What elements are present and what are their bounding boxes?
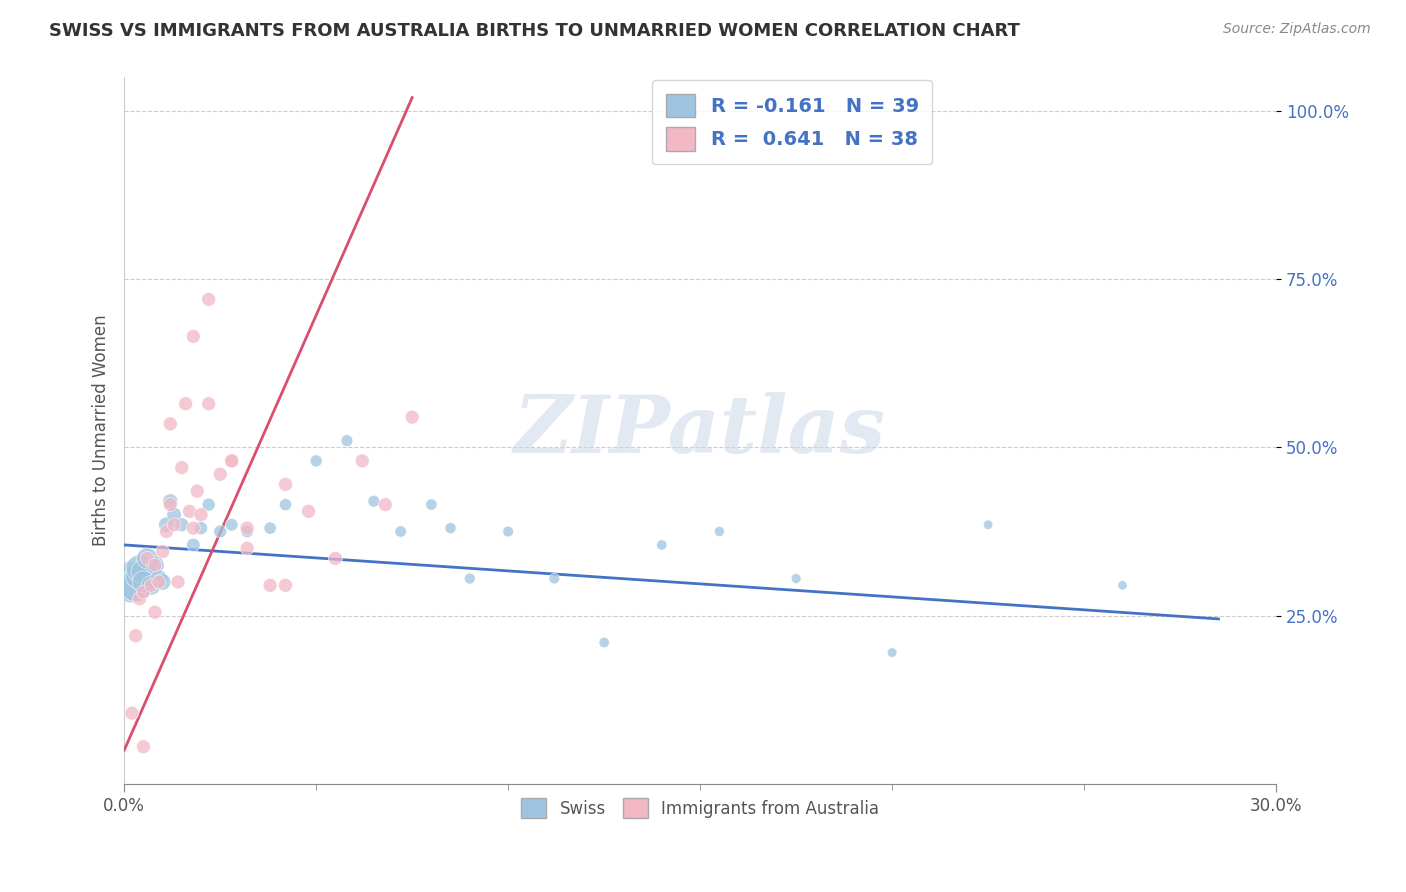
Point	[274, 578, 297, 592]
Point	[186, 484, 208, 499]
Point	[128, 568, 150, 582]
Point	[183, 521, 205, 535]
Text: Source: ZipAtlas.com: Source: ZipAtlas.com	[1223, 22, 1371, 37]
Point	[274, 498, 297, 512]
Point	[163, 508, 186, 522]
Point	[336, 434, 359, 448]
Point	[132, 574, 155, 589]
Point	[139, 578, 162, 592]
Point	[785, 572, 807, 586]
Point	[148, 572, 170, 586]
Point	[136, 551, 159, 566]
Point	[121, 706, 143, 720]
Point	[305, 454, 328, 468]
Point	[1111, 578, 1133, 592]
Point	[221, 517, 243, 532]
Text: SWISS VS IMMIGRANTS FROM AUSTRALIA BIRTHS TO UNMARRIED WOMEN CORRELATION CHART: SWISS VS IMMIGRANTS FROM AUSTRALIA BIRTH…	[49, 22, 1021, 40]
Point	[236, 524, 259, 539]
Point	[274, 477, 297, 491]
Point	[543, 572, 565, 586]
Point	[183, 329, 205, 343]
Point	[128, 561, 150, 575]
Point	[159, 494, 181, 508]
Point	[190, 521, 212, 535]
Point	[190, 508, 212, 522]
Point	[143, 605, 166, 619]
Point	[132, 739, 155, 754]
Point	[420, 498, 443, 512]
Point	[325, 551, 347, 566]
Point	[209, 467, 232, 482]
Point	[183, 538, 205, 552]
Point	[236, 521, 259, 535]
Point	[170, 517, 193, 532]
Point	[121, 574, 143, 589]
Point	[221, 454, 243, 468]
Point	[174, 397, 197, 411]
Point	[197, 397, 219, 411]
Y-axis label: Births to Unmarried Women: Births to Unmarried Women	[93, 315, 110, 547]
Point	[152, 574, 174, 589]
Point	[259, 578, 281, 592]
Point	[236, 541, 259, 556]
Point	[170, 460, 193, 475]
Point	[882, 646, 904, 660]
Point	[977, 517, 1000, 532]
Point	[132, 565, 155, 579]
Point	[155, 517, 177, 532]
Point	[297, 504, 319, 518]
Point	[163, 517, 186, 532]
Point	[352, 454, 374, 468]
Point	[152, 544, 174, 558]
Point	[139, 578, 162, 592]
Point	[439, 521, 461, 535]
Point	[143, 558, 166, 573]
Point	[363, 494, 385, 508]
Point	[143, 558, 166, 573]
Text: ZIPatlas: ZIPatlas	[515, 392, 886, 469]
Point	[593, 635, 616, 649]
Point	[197, 498, 219, 512]
Point	[159, 417, 181, 431]
Point	[125, 629, 148, 643]
Point	[148, 574, 170, 589]
Point	[179, 504, 201, 518]
Point	[155, 524, 177, 539]
Point	[197, 293, 219, 307]
Legend: Swiss, Immigrants from Australia: Swiss, Immigrants from Australia	[515, 791, 886, 825]
Point	[167, 574, 190, 589]
Point	[496, 524, 519, 539]
Point	[209, 524, 232, 539]
Point	[389, 524, 412, 539]
Point	[374, 498, 396, 512]
Point	[125, 578, 148, 592]
Point	[651, 538, 673, 552]
Point	[221, 454, 243, 468]
Point	[401, 410, 423, 425]
Point	[709, 524, 731, 539]
Point	[159, 498, 181, 512]
Point	[259, 521, 281, 535]
Point	[136, 551, 159, 566]
Point	[458, 572, 481, 586]
Point	[132, 585, 155, 599]
Point	[128, 591, 150, 606]
